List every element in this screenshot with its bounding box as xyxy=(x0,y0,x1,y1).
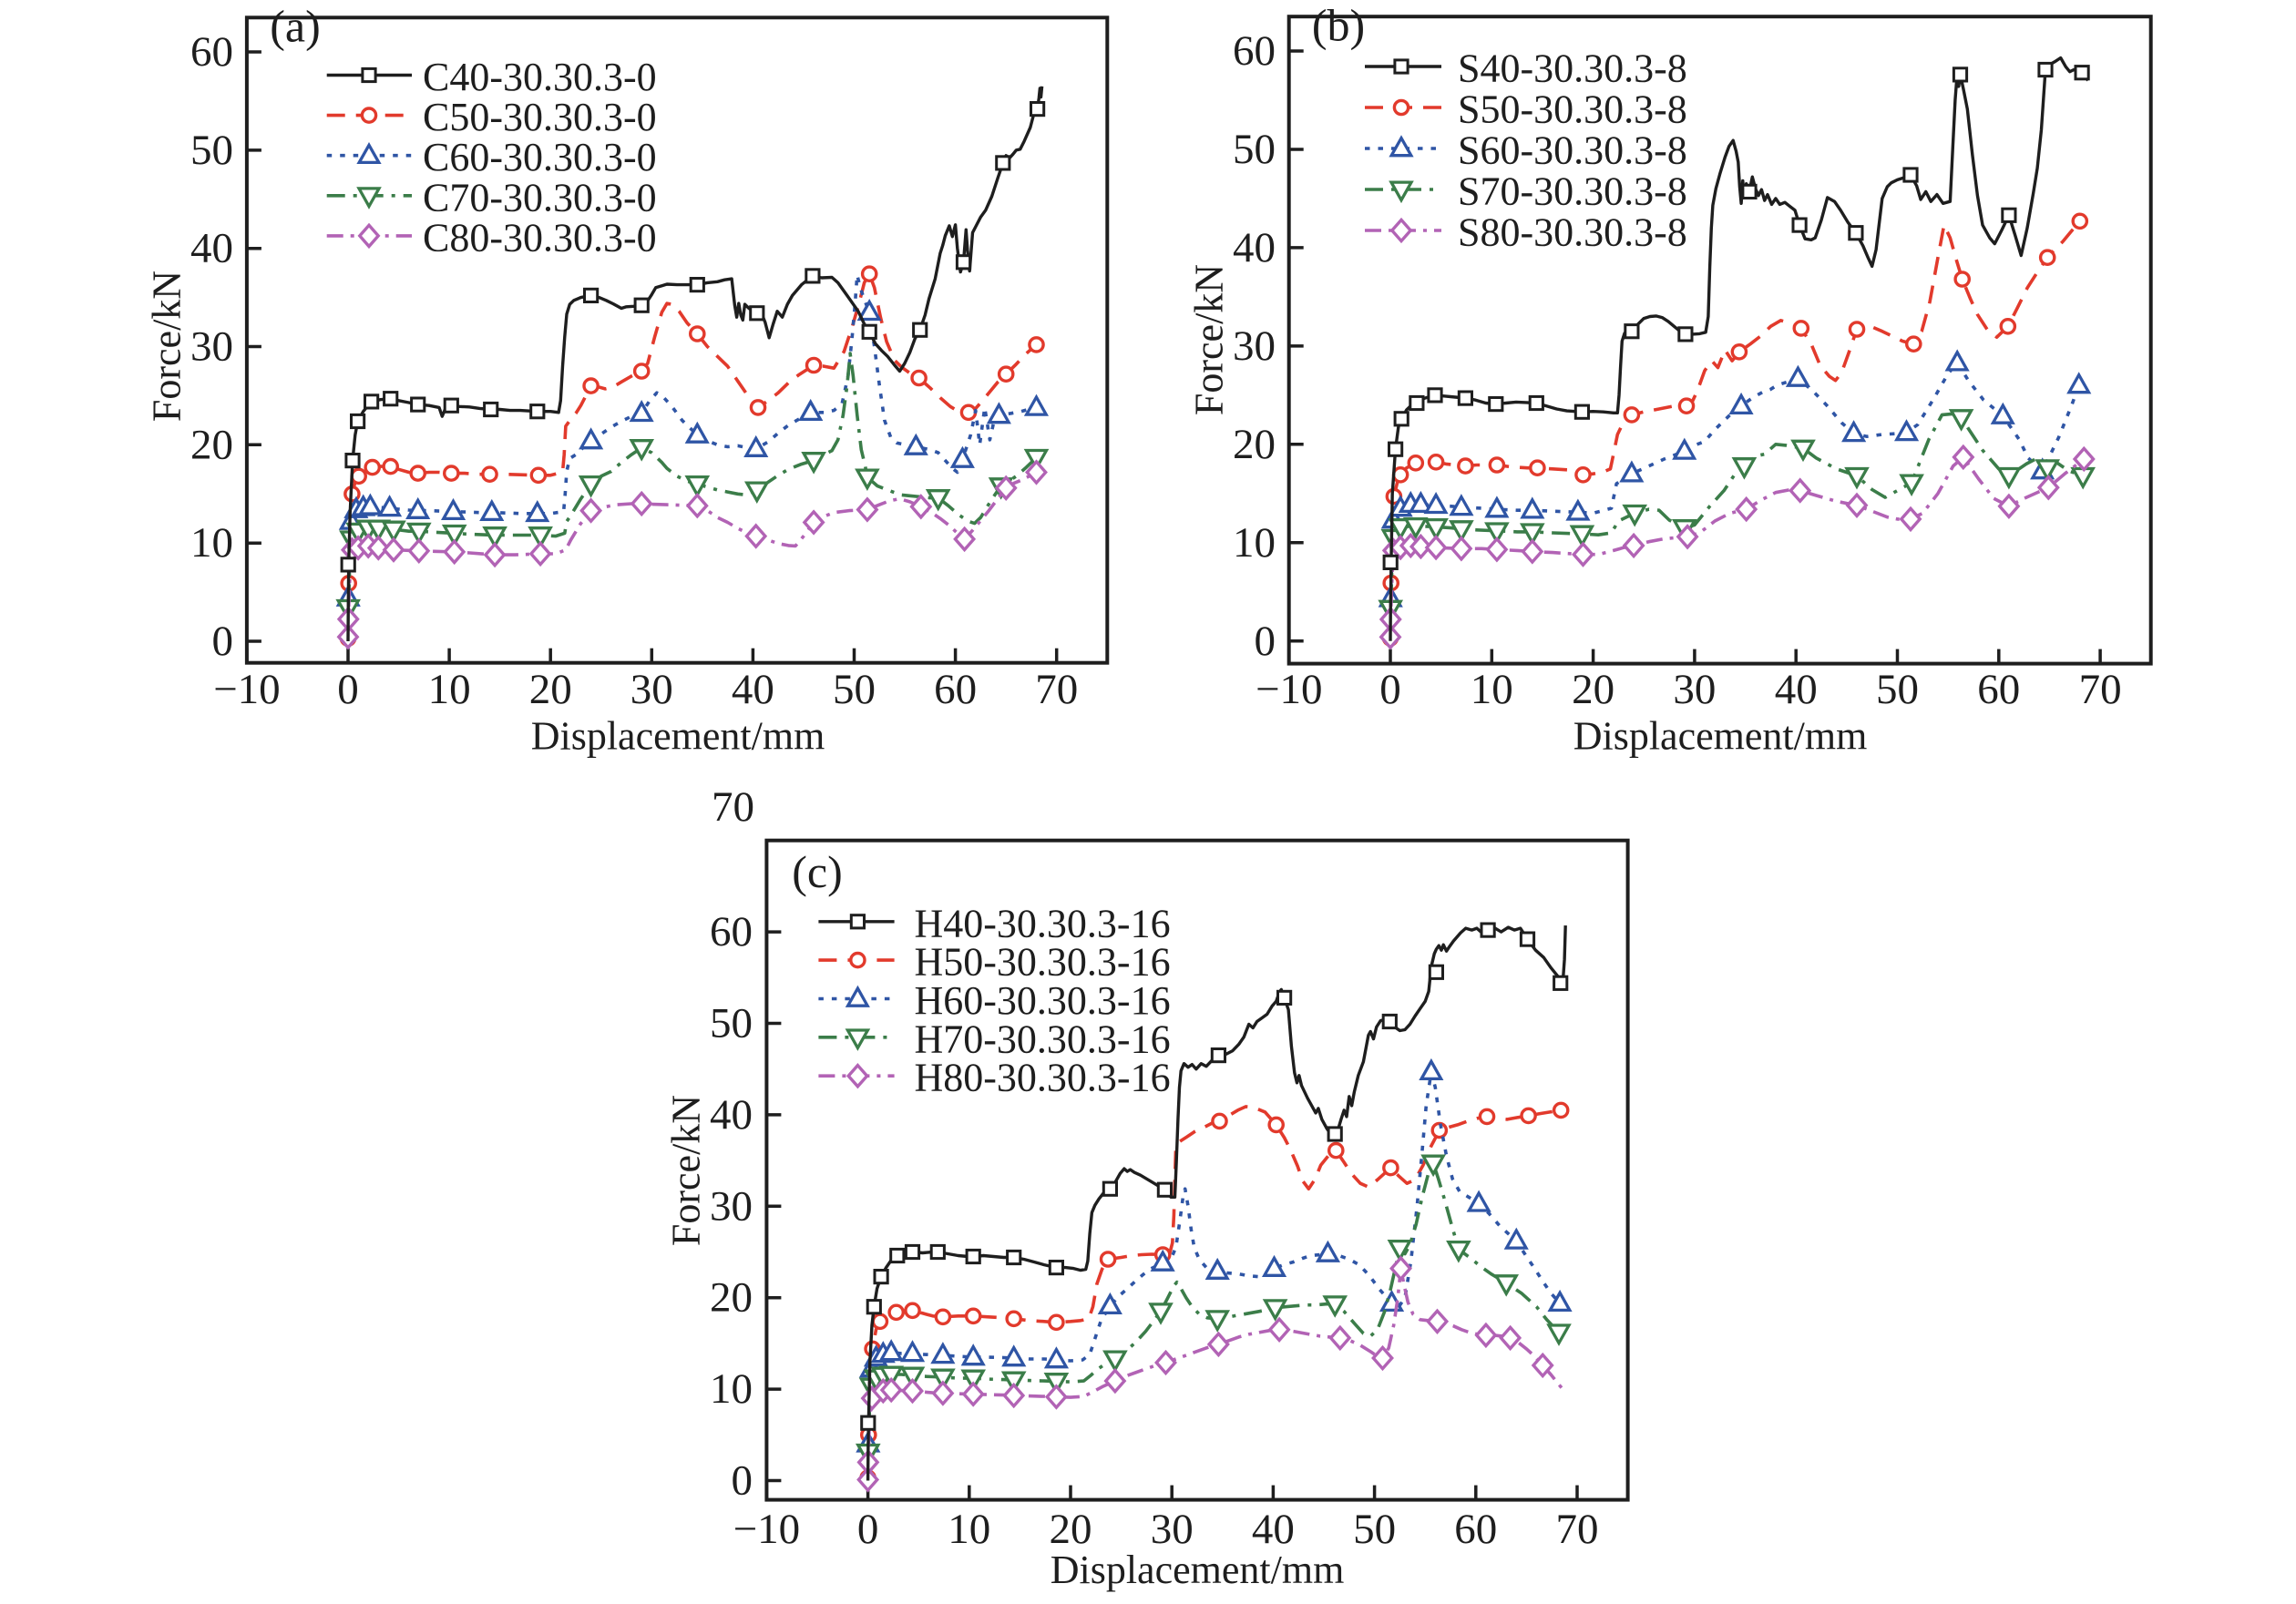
svg-text:H60-30.30.3-16: H60-30.30.3-16 xyxy=(915,978,1171,1023)
svg-text:Displacement/mm: Displacement/mm xyxy=(1051,1548,1345,1592)
svg-text:Displacement/mm: Displacement/mm xyxy=(531,714,825,759)
svg-text:S80-30.30.3-8: S80-30.30.3-8 xyxy=(1458,210,1687,255)
svg-text:60: 60 xyxy=(934,666,977,713)
svg-text:60: 60 xyxy=(1233,27,1276,75)
svg-text:20: 20 xyxy=(190,421,233,468)
svg-text:Displacement/mm: Displacement/mm xyxy=(1573,714,1868,759)
svg-text:S50-30.30.3-8: S50-30.30.3-8 xyxy=(1458,87,1687,132)
svg-text:(a): (a) xyxy=(270,1,321,52)
svg-text:−10: −10 xyxy=(1256,666,1323,713)
svg-text:0: 0 xyxy=(212,618,234,665)
svg-text:30: 30 xyxy=(1673,666,1716,713)
svg-text:50: 50 xyxy=(1353,1506,1396,1553)
svg-text:30: 30 xyxy=(710,1182,753,1230)
svg-text:H70-30.30.3-16: H70-30.30.3-16 xyxy=(915,1017,1171,1061)
svg-text:40: 40 xyxy=(190,225,233,272)
svg-text:50: 50 xyxy=(833,666,876,713)
svg-text:H40-30.30.3-16: H40-30.30.3-16 xyxy=(915,901,1171,945)
svg-text:0: 0 xyxy=(1379,666,1401,713)
svg-text:C80-30.30.3-0: C80-30.30.3-0 xyxy=(423,215,657,260)
svg-text:C50-30.30.3-0: C50-30.30.3-0 xyxy=(423,95,657,139)
svg-text:50: 50 xyxy=(1233,126,1276,173)
svg-text:S40-30.30.3-8: S40-30.30.3-8 xyxy=(1458,46,1687,91)
svg-text:C70-30.30.3-0: C70-30.30.3-0 xyxy=(423,175,657,220)
svg-text:0: 0 xyxy=(732,1457,753,1505)
svg-text:10: 10 xyxy=(428,666,471,713)
svg-text:70: 70 xyxy=(1035,666,1078,713)
svg-text:30: 30 xyxy=(630,666,673,713)
svg-text:60: 60 xyxy=(190,28,233,76)
svg-text:(c): (c) xyxy=(792,846,843,897)
svg-text:50: 50 xyxy=(710,1000,753,1047)
svg-text:70: 70 xyxy=(2079,666,2122,713)
svg-text:C40-30.30.3-0: C40-30.30.3-0 xyxy=(423,55,657,99)
svg-text:20: 20 xyxy=(529,666,572,713)
svg-text:Force/kN: Force/kN xyxy=(145,271,190,422)
svg-text:S60-30.30.3-8: S60-30.30.3-8 xyxy=(1458,128,1687,173)
svg-text:30: 30 xyxy=(1233,322,1276,370)
svg-text:40: 40 xyxy=(732,666,774,713)
svg-text:40: 40 xyxy=(710,1091,753,1139)
svg-text:20: 20 xyxy=(1050,1506,1092,1553)
svg-text:0: 0 xyxy=(337,666,359,713)
svg-text:10: 10 xyxy=(1471,666,1513,713)
svg-text:0: 0 xyxy=(1255,618,1276,665)
svg-text:50: 50 xyxy=(1876,666,1919,713)
svg-text:(b): (b) xyxy=(1312,0,1365,51)
svg-text:40: 40 xyxy=(1775,666,1818,713)
svg-text:10: 10 xyxy=(1233,519,1276,567)
svg-text:S70-30.30.3-8: S70-30.30.3-8 xyxy=(1458,169,1687,214)
svg-text:70: 70 xyxy=(712,783,754,831)
svg-text:C60-30.30.3-0: C60-30.30.3-0 xyxy=(423,135,657,179)
svg-text:−10: −10 xyxy=(733,1506,801,1553)
svg-text:−10: −10 xyxy=(213,666,281,713)
svg-text:40: 40 xyxy=(1252,1506,1295,1553)
svg-text:H50-30.30.3-16: H50-30.30.3-16 xyxy=(915,940,1171,985)
svg-text:60: 60 xyxy=(710,908,753,955)
svg-text:Force/kN: Force/kN xyxy=(664,1095,709,1246)
svg-text:H80-30.30.3-16: H80-30.30.3-16 xyxy=(915,1056,1171,1100)
svg-text:30: 30 xyxy=(190,323,233,371)
svg-text:Force/kN: Force/kN xyxy=(1187,264,1232,415)
svg-text:20: 20 xyxy=(1233,421,1276,468)
svg-text:40: 40 xyxy=(1233,224,1276,271)
svg-text:10: 10 xyxy=(710,1365,753,1413)
svg-text:10: 10 xyxy=(190,519,233,567)
svg-text:10: 10 xyxy=(948,1506,990,1553)
svg-text:60: 60 xyxy=(1977,666,2020,713)
svg-text:50: 50 xyxy=(190,127,233,174)
svg-text:20: 20 xyxy=(710,1274,753,1322)
svg-text:70: 70 xyxy=(1556,1506,1599,1553)
svg-text:60: 60 xyxy=(1454,1506,1497,1553)
svg-text:20: 20 xyxy=(1572,666,1614,713)
svg-text:30: 30 xyxy=(1151,1506,1194,1553)
svg-text:0: 0 xyxy=(857,1506,879,1553)
